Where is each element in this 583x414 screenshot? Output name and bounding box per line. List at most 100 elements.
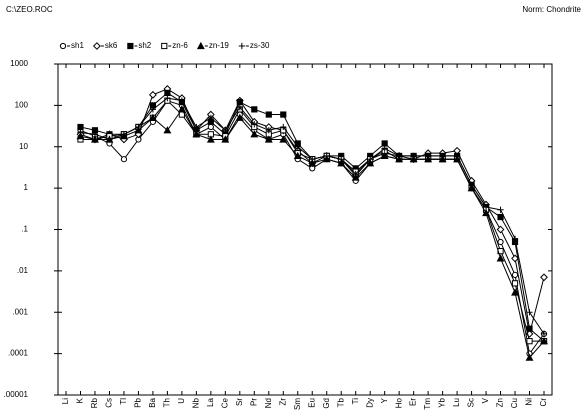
marker (265, 111, 272, 118)
marker (337, 159, 346, 167)
marker (120, 131, 128, 138)
x-tick-label: Eu (307, 398, 316, 408)
x-tick-label: Li (61, 398, 70, 404)
marker (410, 152, 417, 160)
legend-label: sh1 (71, 41, 84, 50)
y-tick-label: .001 (12, 307, 28, 316)
series-line (80, 97, 545, 335)
marker (511, 271, 519, 278)
marker (294, 143, 301, 150)
legend-item: zn-6 (161, 41, 188, 50)
x-tick-label: Th (163, 398, 172, 407)
plot-frame (57, 63, 553, 396)
marker (425, 152, 432, 160)
x-tick-label: La (206, 397, 215, 406)
marker (178, 97, 185, 104)
series (77, 94, 548, 337)
chart-subtitle: Norm: Chondrite (522, 5, 581, 14)
legend-item: sh2 (127, 41, 152, 50)
marker (540, 330, 548, 337)
y-tick-label: .00001 (4, 390, 29, 399)
marker (525, 353, 534, 361)
marker (250, 130, 259, 138)
marker (92, 42, 101, 50)
marker (497, 238, 504, 246)
marker (91, 131, 99, 138)
marker (497, 213, 504, 221)
x-tick-label: Sm (293, 398, 302, 410)
marker (496, 225, 505, 234)
x-tick-label: Cu (510, 398, 519, 408)
x-tick-label: Tb (336, 397, 345, 407)
series-line (80, 108, 545, 359)
marker (367, 156, 374, 163)
marker (207, 114, 214, 121)
marker (196, 41, 205, 50)
x-tick-label: Dy (365, 398, 374, 408)
marker (148, 113, 157, 121)
marker (221, 135, 230, 143)
legend-label: sk6 (105, 41, 118, 50)
marker (526, 325, 533, 332)
marker (497, 206, 504, 213)
marker (380, 151, 389, 160)
marker (235, 113, 244, 121)
x-tick-label: Ba (148, 397, 157, 407)
marker (526, 309, 533, 316)
chart-title: C:\ZEO.ROC (6, 5, 53, 14)
x-tick-label: Y (380, 397, 389, 403)
marker (164, 94, 171, 102)
marker (265, 127, 272, 134)
y-tick-label: .1 (21, 225, 28, 234)
marker (251, 121, 258, 128)
x-tick-label: Yb (438, 397, 447, 407)
marker (526, 338, 533, 345)
legend-item: sh1 (59, 41, 84, 50)
legend-label: zn-6 (172, 41, 188, 50)
legend-label: zn-19 (209, 41, 230, 50)
x-tick-label: Nd (264, 398, 273, 408)
y-tick-label: .0001 (8, 349, 29, 358)
x-tick-label: Pb (134, 397, 143, 407)
marker (163, 126, 172, 134)
legend-item: zs-30 (238, 41, 270, 50)
marker (192, 130, 201, 138)
x-tick-label: Lu (452, 398, 461, 407)
marker (279, 135, 288, 143)
marker (482, 208, 491, 217)
marker (135, 123, 142, 131)
marker (236, 104, 243, 111)
marker (439, 152, 446, 160)
series (76, 85, 548, 338)
x-tick-label: Rb (90, 397, 99, 408)
x-tick-label: Nb (191, 397, 200, 408)
marker (76, 132, 85, 140)
marker (164, 89, 171, 97)
marker (280, 111, 287, 118)
x-tick-label: Gd (322, 398, 331, 409)
x-tick-label: Cs (105, 398, 114, 408)
y-tick-label: 100 (15, 100, 29, 109)
marker (127, 42, 134, 50)
series-line (80, 100, 545, 355)
x-tick-label: K (76, 397, 85, 403)
marker (206, 135, 215, 143)
marker (352, 170, 359, 178)
marker (264, 135, 273, 143)
series-line (80, 99, 544, 342)
marker (351, 173, 360, 181)
marker (91, 135, 99, 143)
y-tick-label: 1 (24, 183, 29, 192)
marker (323, 152, 330, 160)
marker (468, 181, 475, 188)
marker (238, 42, 245, 50)
marker (511, 288, 519, 296)
marker (496, 254, 505, 262)
marker (149, 106, 157, 113)
marker (59, 42, 67, 50)
marker (381, 145, 388, 152)
marker (511, 235, 519, 242)
x-tick-label: Pr (249, 398, 258, 406)
series (76, 105, 548, 361)
x-tick-label: Sr (235, 398, 244, 406)
